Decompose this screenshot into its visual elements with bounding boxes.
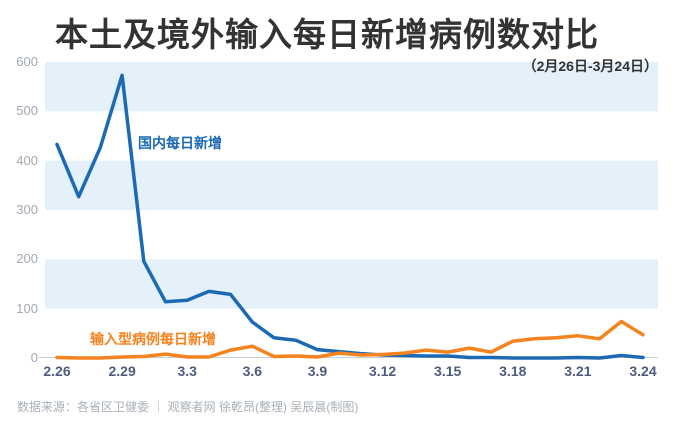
x-tick-label: 2.29 (108, 363, 136, 379)
y-tick-label: 300 (16, 202, 38, 217)
y-tick-label: 600 (16, 54, 38, 69)
y-tick-label: 100 (16, 300, 38, 316)
y-tick-label: 400 (16, 152, 38, 168)
x-tick-label: 3.6 (242, 363, 263, 379)
page-title: 本土及境外输入每日新增病例数对比 (55, 16, 599, 53)
legend-imported-label: 输入型病例每日新增 (90, 331, 216, 347)
x-tick-label: 3.18 (499, 363, 527, 379)
x-tick-label: 3.24 (629, 363, 657, 379)
x-axis-labels: 2.26 2.29 3.3 3.6 3.9 3.12 3.15 3.18 3.21 3.24 (43, 363, 658, 383)
chart-subtitle-daterange: （2月26日-3月24日） (522, 58, 658, 74)
x-tick-label: 3.9 (307, 363, 328, 379)
y-tick-label: 0 (30, 350, 38, 365)
y-axis-labels: 0 100 200 300 400 500 600 (0, 54, 38, 365)
chart-svg (39, 62, 658, 360)
x-tick-label: 3.21 (564, 363, 592, 379)
legend-domestic-label: 国内每日新增 (138, 135, 222, 151)
y-tick-label: 200 (16, 251, 38, 267)
x-tick-label: 3.15 (434, 363, 462, 379)
x-tick-label: 3.12 (368, 363, 397, 379)
data-source-credit: 数据来源：各省区卫健委 ｜ 观察者网 徐乾昂(整理) 吴辰晨(制图) (17, 400, 359, 414)
chart-area (39, 62, 658, 360)
x-tick-label: 3.3 (177, 363, 197, 379)
y-tick-label: 500 (16, 103, 38, 119)
x-tick-label: 2.26 (43, 363, 71, 379)
